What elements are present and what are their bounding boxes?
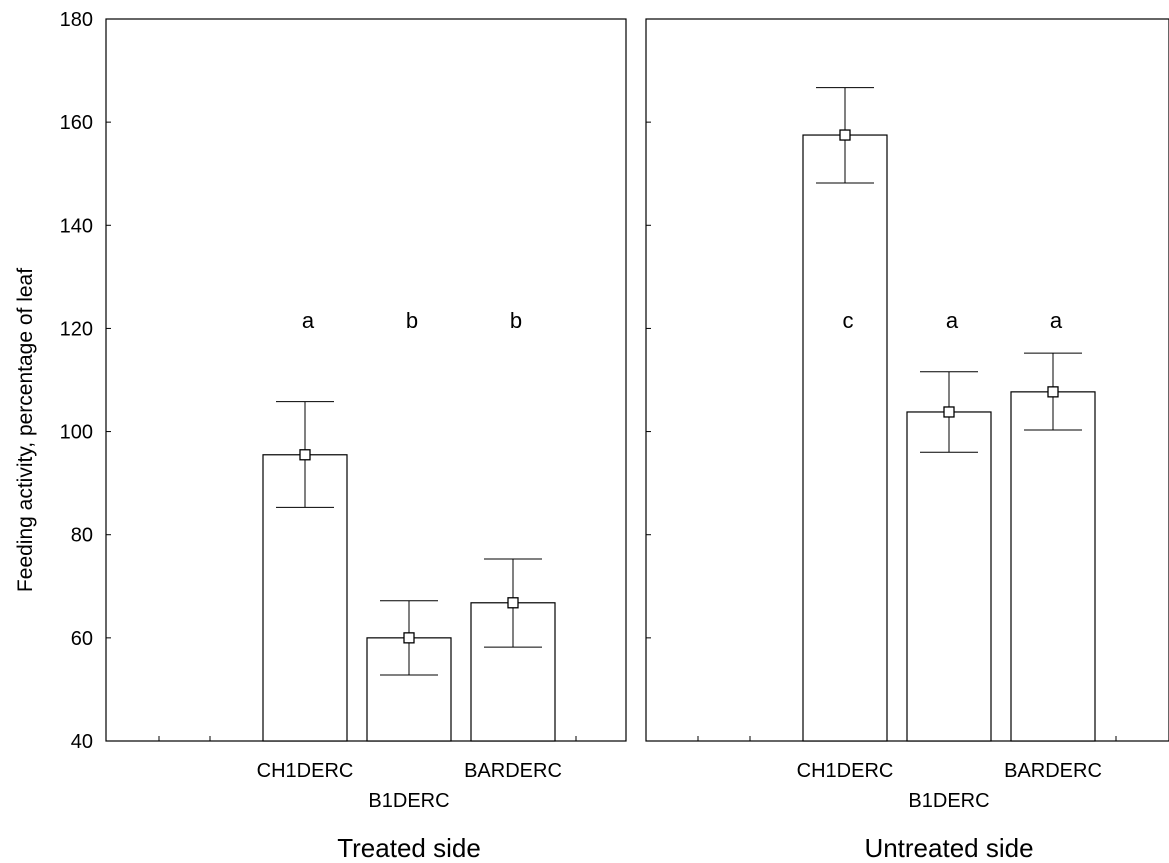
x-tick-label: BARDERC	[464, 760, 562, 782]
significance-letter: a	[1050, 308, 1063, 333]
y-tick-label: 60	[71, 628, 93, 650]
x-tick-label: CH1DERC	[797, 760, 894, 782]
bar	[1010, 391, 1096, 742]
y-tick-label: 80	[71, 525, 93, 547]
y-tick-label: 140	[60, 215, 93, 237]
x-tick-label: B1DERC	[368, 790, 449, 812]
plot-frame	[105, 18, 627, 742]
panel-title: Untreated side	[864, 833, 1033, 863]
mean-marker	[299, 449, 311, 461]
panel-treated-side: a CH1DERC b B1DERC b BARDERC Treated side	[105, 18, 627, 863]
panel-untreated-side: c CH1DERC a B1DERC a BARDERC Untreated side	[645, 18, 1169, 863]
bar	[906, 411, 992, 742]
mean-marker	[507, 597, 519, 609]
mean-marker	[839, 129, 851, 141]
mean-marker	[1047, 386, 1059, 398]
y-tick-label: 180	[60, 9, 93, 31]
y-axis-label: Feeding activity, percentage of leaf	[14, 268, 37, 592]
bar	[802, 134, 888, 742]
significance-letter: a	[302, 308, 315, 333]
x-tick-label: B1DERC	[908, 790, 989, 812]
y-tick-label: 40	[71, 731, 93, 753]
y-tick-label: 160	[60, 112, 93, 134]
significance-letter: c	[843, 308, 854, 333]
x-tick-label: CH1DERC	[257, 760, 354, 782]
bar	[470, 602, 556, 742]
significance-letter: a	[946, 308, 959, 333]
x-tick-label: BARDERC	[1004, 760, 1102, 782]
significance-letter: b	[510, 308, 522, 333]
significance-letter: b	[406, 308, 418, 333]
mean-marker	[943, 406, 955, 418]
y-tick-label: 120	[60, 318, 93, 340]
panel-title: Treated side	[337, 833, 481, 863]
y-axis: 40 60 80 100 120 140 160 180	[60, 9, 93, 753]
y-tick-label: 100	[60, 422, 93, 444]
mean-marker	[403, 632, 415, 644]
